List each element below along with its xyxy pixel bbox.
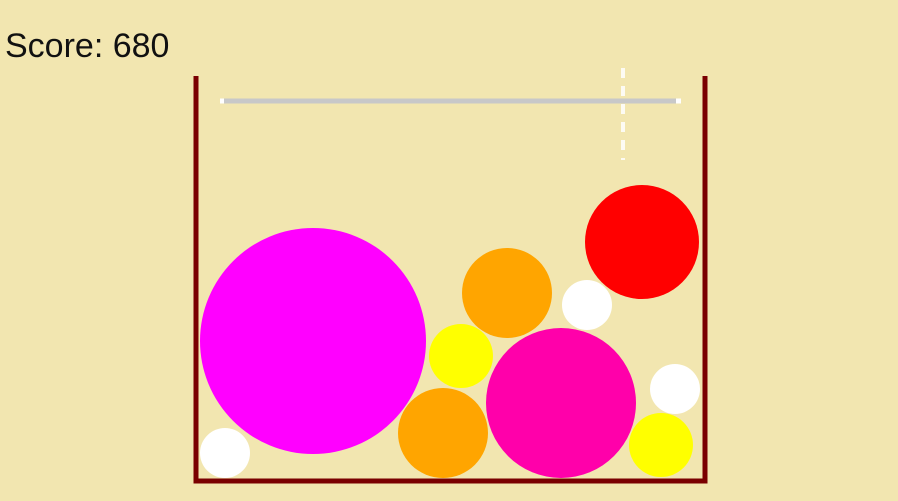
balls-layer [200, 185, 700, 478]
orange-ball [462, 248, 552, 338]
container-walls [193, 76, 708, 484]
white-ball [200, 428, 250, 478]
magenta-ball-large [200, 228, 426, 454]
yellow-ball [629, 413, 693, 477]
orange-ball [398, 388, 488, 478]
score-display: Score: 680 [5, 27, 170, 65]
yellow-ball [429, 324, 493, 388]
pink-ball [486, 328, 636, 478]
red-ball [585, 185, 699, 299]
white-ball [650, 364, 700, 414]
white-ball [562, 280, 612, 330]
